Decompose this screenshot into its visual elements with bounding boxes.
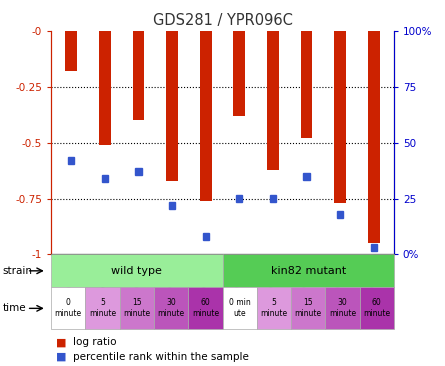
Bar: [337, 211, 343, 217]
Text: 0
minute: 0 minute: [55, 298, 82, 318]
Bar: [368, 31, 380, 243]
Text: 5
minute: 5 minute: [89, 298, 116, 318]
Bar: [200, 31, 211, 201]
Bar: [236, 195, 243, 202]
Bar: [267, 31, 279, 169]
Bar: [202, 233, 209, 240]
Text: 30
minute: 30 minute: [329, 298, 356, 318]
Bar: [371, 244, 377, 251]
Text: GDS281 / YPR096C: GDS281 / YPR096C: [153, 13, 292, 28]
Text: kin82 mutant: kin82 mutant: [271, 266, 346, 276]
Bar: [234, 31, 245, 116]
Text: strain: strain: [2, 266, 32, 276]
Text: 5
minute: 5 minute: [260, 298, 287, 318]
Text: percentile rank within the sample: percentile rank within the sample: [73, 352, 249, 362]
Bar: [166, 31, 178, 181]
Text: time: time: [2, 303, 26, 313]
Bar: [169, 202, 175, 209]
Bar: [69, 157, 74, 164]
Bar: [99, 31, 111, 145]
Bar: [133, 31, 144, 120]
Text: 60
minute: 60 minute: [192, 298, 219, 318]
Bar: [303, 173, 310, 180]
Text: ■: ■: [56, 337, 66, 347]
Bar: [334, 31, 346, 203]
Text: ■: ■: [56, 352, 66, 362]
Bar: [301, 31, 312, 138]
Text: wild type: wild type: [111, 266, 162, 276]
Text: 0 min
ute: 0 min ute: [229, 298, 251, 318]
Bar: [102, 175, 108, 182]
Text: 15
minute: 15 minute: [123, 298, 150, 318]
Bar: [135, 168, 142, 175]
Text: log ratio: log ratio: [73, 337, 117, 347]
Bar: [65, 31, 77, 71]
Text: 15
minute: 15 minute: [295, 298, 322, 318]
Text: 30
minute: 30 minute: [158, 298, 185, 318]
Bar: [270, 195, 276, 202]
Text: 60
minute: 60 minute: [363, 298, 390, 318]
